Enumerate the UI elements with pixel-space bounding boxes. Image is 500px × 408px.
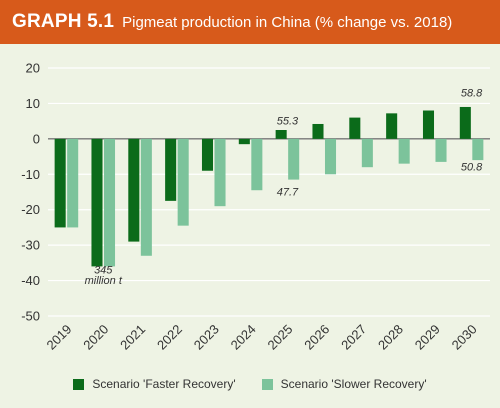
legend-item-faster: Scenario 'Faster Recovery': [73, 377, 236, 391]
bar-slower-recovery: [324, 138, 337, 175]
bar-slower-recovery: [398, 138, 410, 164]
bar-slower-recovery: [140, 138, 152, 256]
bar-faster-recovery: [459, 106, 471, 139]
bar-slower-recovery: [214, 138, 226, 207]
chart-title: Pigmeat production in China (% change vs…: [122, 13, 453, 31]
bar-faster-recovery: [422, 110, 435, 139]
graph-number: GRAPH 5.1: [12, 11, 115, 32]
legend-label-slower: Scenario 'Slower Recovery': [280, 377, 427, 391]
legend-item-slower: Scenario 'Slower Recovery': [261, 377, 427, 391]
bar-faster-recovery: [91, 138, 103, 267]
bar-slower-recovery: [435, 138, 447, 162]
bar-faster-recovery: [165, 138, 177, 201]
bar-slower-recovery: [67, 138, 79, 228]
y-tick-label: -50: [21, 309, 40, 324]
bar-faster-recovery: [386, 113, 398, 139]
x-tick-label: 2023: [191, 322, 222, 353]
x-tick-label: 2019: [43, 322, 74, 353]
data-annotation: 58.8: [461, 87, 483, 99]
data-annotation: million t: [85, 275, 123, 287]
bar-slower-recovery: [177, 138, 189, 226]
data-annotation: 345: [94, 264, 113, 276]
y-tick-label: 0: [33, 131, 40, 146]
bar-faster-recovery: [238, 138, 250, 145]
y-tick-label: -30: [21, 238, 40, 253]
bar-slower-recovery: [288, 138, 300, 180]
x-tick-label: 2020: [80, 322, 111, 353]
bar-faster-recovery: [201, 138, 214, 171]
x-tick-label: 2026: [301, 322, 332, 353]
bar-faster-recovery: [275, 130, 287, 139]
chart-legend: Scenario 'Faster Recovery' Scenario 'Slo…: [0, 372, 500, 396]
y-tick-label: -20: [21, 202, 40, 217]
bar-slower-recovery: [251, 138, 263, 191]
x-tick-label: 2029: [412, 322, 443, 353]
x-tick-label: 2027: [338, 322, 369, 353]
bar-slower-recovery: [361, 138, 373, 168]
y-tick-label: -10: [21, 167, 40, 182]
legend-swatch-faster: [73, 378, 85, 390]
y-tick-label: 20: [26, 61, 40, 76]
legend-label-faster: Scenario 'Faster Recovery': [92, 377, 236, 391]
data-annotation: 55.3: [277, 116, 299, 128]
bar-faster-recovery: [128, 138, 140, 242]
bar-slower-recovery: [103, 138, 116, 267]
bar-faster-recovery: [349, 117, 361, 139]
x-tick-label: 2024: [228, 322, 259, 353]
chart-header: GRAPH 5.1 Pigmeat production in China (%…: [0, 0, 500, 44]
data-annotation: 47.7: [277, 187, 299, 199]
x-tick-label: 2022: [154, 322, 185, 353]
y-tick-label: -40: [21, 273, 40, 288]
y-tick-label: 10: [26, 96, 40, 111]
data-annotation: 50.8: [461, 162, 483, 174]
x-tick-label: 2028: [375, 322, 406, 353]
bar-slower-recovery: [472, 138, 484, 161]
x-tick-label: 2025: [264, 322, 295, 353]
legend-swatch-slower: [261, 378, 273, 390]
x-tick-label: 2021: [117, 322, 148, 353]
bar-faster-recovery: [54, 138, 66, 228]
bar-faster-recovery: [312, 123, 324, 139]
x-tick-label: 2030: [449, 322, 480, 353]
